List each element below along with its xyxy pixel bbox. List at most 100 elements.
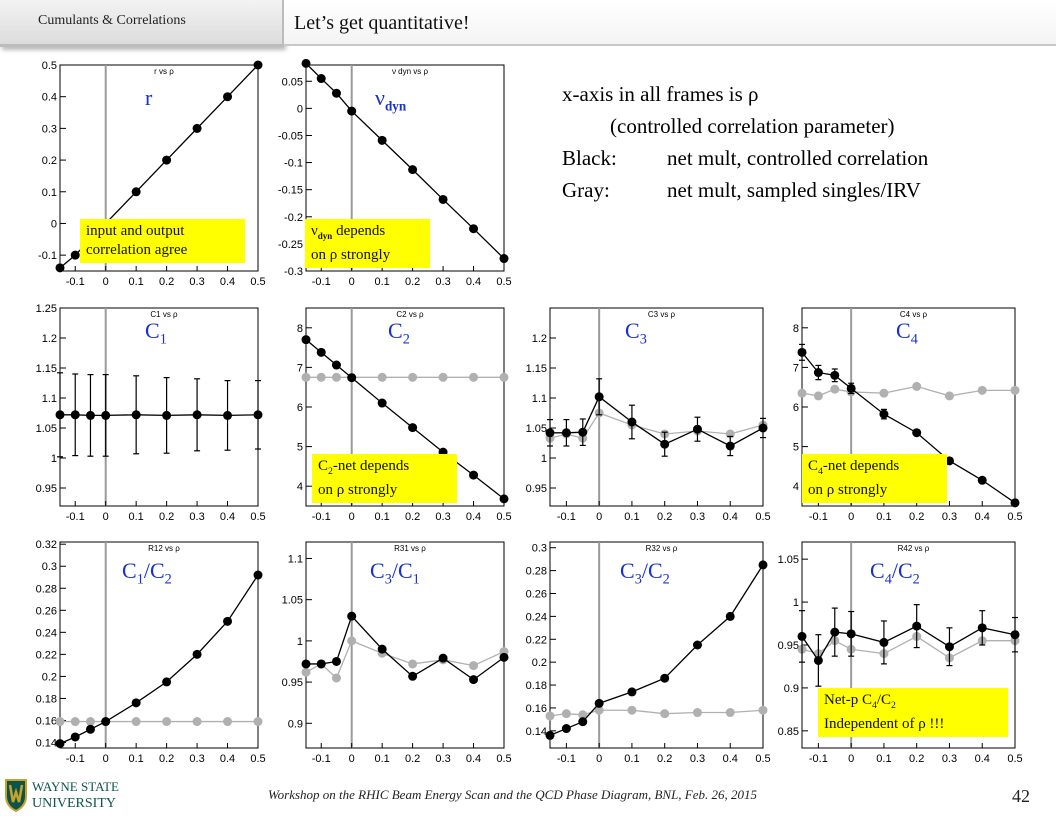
- data-point-black: [131, 410, 141, 420]
- data-point-gray: [70, 717, 80, 727]
- x-tick-label: 0.4: [466, 753, 481, 765]
- data-point-black: [944, 642, 954, 652]
- data-point-black: [331, 88, 341, 98]
- x-tick-label: 0.5: [755, 511, 770, 523]
- note-line: Independent of ρ !!!: [824, 716, 945, 732]
- panel-label-c1: C1: [145, 318, 167, 348]
- panel-label-r32: C3/C2: [620, 558, 670, 588]
- data-point-gray: [347, 636, 357, 646]
- data-point-black: [162, 155, 172, 165]
- data-point-gray: [253, 717, 263, 727]
- plot-frame: [59, 541, 259, 749]
- data-point-gray: [830, 384, 840, 394]
- plot-title: C4 vs ρ: [900, 310, 928, 319]
- plot-svg-r12: R12 vs ρ -0.1 0 0.1 0.2 0.3 0.4 0.5 0.14 0.16 0.18…: [36, 539, 266, 765]
- x-tick-label: 0.1: [375, 753, 390, 765]
- x-tick-label: 0.1: [624, 511, 639, 523]
- x-tick-label: 0.2: [405, 753, 420, 765]
- data-point-gray: [499, 372, 509, 382]
- x-tick-label: 0.5: [1007, 753, 1022, 765]
- plot-svg-c3: C3 vs ρ -0.1 0 0.1 0.2 0.3 0.4 0.5 0.95 1 1.05 1.1 1…: [526, 307, 771, 523]
- data-point-black: [85, 724, 95, 734]
- data-point-black: [561, 724, 571, 734]
- info-line-gray: Gray: net mult, sampled singles/IRV: [562, 178, 921, 203]
- x-tick-label: 0.4: [220, 276, 235, 288]
- y-tick-label: -0.05: [278, 130, 303, 142]
- data-point-black: [347, 373, 357, 383]
- plot-svg-r32: R32 vs ρ -0.1 0 0.1 0.2 0.3 0.4 0.5 0.14 0.16 0.18…: [526, 541, 771, 765]
- y-tick-label: 0.16: [526, 703, 547, 715]
- data-point-gray: [331, 372, 341, 382]
- data-point-black: [846, 629, 856, 639]
- data-point-black: [377, 644, 387, 654]
- plot-title: R12 vs ρ: [148, 544, 180, 553]
- data-point-gray: [545, 711, 555, 721]
- data-point-black: [253, 570, 263, 580]
- x-tick-label: 0.4: [466, 276, 481, 288]
- y-tick-label: 0.14: [36, 737, 57, 749]
- data-point-gray: [131, 717, 141, 727]
- plot-r32: R32 vs ρ -0.1 0 0.1 0.2 0.3 0.4 0.5 0.14 0.16 0.18…: [514, 534, 779, 774]
- x-tick-label: 0.2: [159, 511, 174, 523]
- data-point-gray: [331, 673, 341, 683]
- plot-frame: [549, 307, 764, 507]
- y-tick-label: -0.25: [278, 239, 303, 251]
- x-tick-label: -0.1: [312, 276, 331, 288]
- y-tick-label: 6: [793, 402, 799, 414]
- data-point-gray: [594, 705, 604, 715]
- note-c4: C4-net depends on ρ strongly: [802, 454, 947, 503]
- x-tick-label: 0.4: [975, 511, 990, 523]
- y-tick-label: 0.28: [526, 566, 547, 578]
- x-tick-label: 0.3: [189, 511, 204, 523]
- x-tick-label: 0.3: [189, 276, 204, 288]
- data-point-black: [438, 653, 448, 663]
- data-point-black: [131, 187, 141, 197]
- info-line-2: (controlled correlation parameter): [610, 114, 895, 138]
- data-point-black: [830, 370, 840, 380]
- plot-title: R32 vs ρ: [646, 544, 678, 553]
- y-tick-label: 0.22: [526, 634, 547, 646]
- plot-title: C1 vs ρ: [150, 310, 178, 319]
- plot-r12: R12 vs ρ -0.1 0 0.1 0.2 0.3 0.4 0.5 0.14 0.16 0.18…: [24, 534, 274, 774]
- y-tick-label: 1.1: [42, 393, 57, 405]
- x-tick-label: 0.4: [723, 511, 738, 523]
- y-tick-label: 5: [793, 442, 799, 454]
- data-point-black: [578, 717, 588, 727]
- y-tick-label: 0.16: [36, 715, 57, 727]
- y-tick-label: 8: [793, 323, 799, 335]
- y-tick-label: 7: [297, 362, 303, 374]
- plot-svg-r31: R31 vs ρ -0.1 0 0.1 0.2 0.3 0.4 0.5 0.9 0.95 1 1.05…: [282, 541, 512, 765]
- data-point-black: [101, 410, 111, 420]
- data-point-black: [846, 383, 856, 393]
- y-tick-label: 0.95: [778, 640, 799, 652]
- panel-label-r42: C4/C2: [870, 558, 920, 588]
- x-tick-label: 0.3: [435, 753, 450, 765]
- plot-c1: C1 vs ρ -0.1 0 0.1 0.2 0.3 0.4 0.5 0.95 1 1.05 1.1 1…: [24, 300, 274, 532]
- data-point-black: [1010, 498, 1020, 508]
- panel-label-vdyn: νdyn: [375, 85, 407, 114]
- data-point-black: [316, 659, 326, 669]
- note-r: input and output correlation agree: [80, 219, 245, 263]
- data-point-black: [131, 698, 141, 708]
- data-point-gray: [377, 372, 387, 382]
- data-point-black: [70, 250, 80, 260]
- y-tick-label: 0.3: [42, 123, 57, 135]
- data-point-black: [438, 194, 448, 204]
- y-tick-label: 1: [541, 453, 547, 465]
- y-tick-label: 0.32: [36, 539, 57, 551]
- y-tick-label: 0.26: [36, 605, 57, 617]
- x-tick-label: -0.1: [312, 753, 331, 765]
- data-point-gray: [725, 708, 735, 718]
- y-tick-label: -0.3: [284, 266, 303, 278]
- data-point-black: [725, 611, 735, 621]
- x-tick-label: 0.3: [942, 753, 957, 765]
- x-tick-label: -0.1: [557, 753, 576, 765]
- panel-label-c3: C3: [625, 318, 647, 348]
- data-point-black: [347, 611, 357, 621]
- y-tick-label: -0.1: [38, 250, 57, 262]
- note-line: on ρ strongly: [311, 247, 391, 263]
- y-tick-label: 0.4: [42, 92, 57, 104]
- data-point-black: [594, 392, 604, 402]
- data-point-black: [301, 659, 311, 669]
- data-point-black: [758, 423, 768, 433]
